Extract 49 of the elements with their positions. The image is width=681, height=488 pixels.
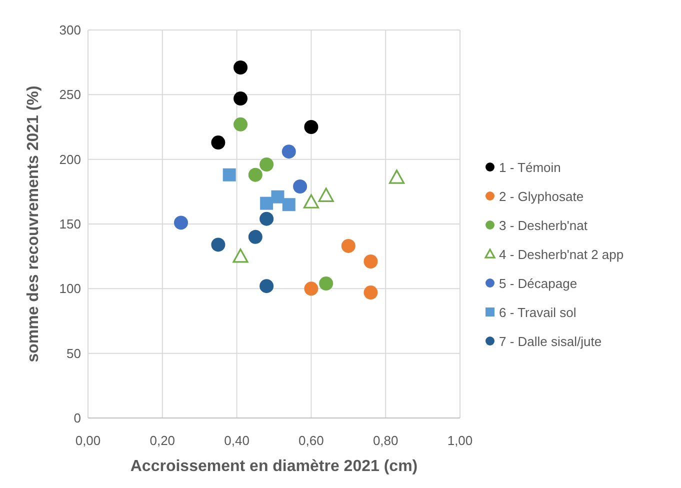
point (388, 170, 405, 184)
point (234, 117, 248, 132)
x-axis-title: Accroissement en diamètre 2021 (cm) (130, 458, 418, 475)
point (211, 136, 226, 150)
point (271, 190, 284, 204)
point (341, 238, 356, 253)
x-tick-label: 0,80 (372, 433, 398, 448)
point (260, 212, 274, 226)
point (232, 248, 248, 263)
point (260, 196, 274, 210)
point (174, 216, 188, 230)
point (234, 60, 248, 75)
x-tick-label: 0,00 (75, 433, 101, 448)
y-axis-title: somme des recouvrements 2021 (%) (25, 86, 42, 362)
legend-label: 2 - Glyphosate (499, 189, 584, 204)
point (364, 254, 378, 269)
point (222, 168, 236, 182)
legend-label: 5 - Décapage (499, 276, 578, 291)
legend-label: 3 - Desherb'nat (499, 218, 588, 233)
y-tick-label: 50 (66, 346, 81, 361)
y-tick-label: 0 (74, 410, 81, 426)
point (364, 286, 378, 300)
x-tick-label: 0,40 (224, 433, 250, 448)
y-tick-label: 150 (59, 216, 81, 232)
point (282, 198, 296, 212)
legend-label: 4 - Desherb'nat 2 app (499, 247, 624, 262)
point (260, 158, 274, 172)
legend-label: 7 - Dalle sisal/jute (499, 334, 602, 349)
y-tick-label: 300 (59, 22, 81, 38)
x-tick-label: 0,20 (150, 433, 176, 448)
point (304, 120, 318, 134)
x-tick-label: 0,60 (298, 433, 324, 448)
point (303, 194, 319, 208)
y-tick-label: 250 (59, 87, 81, 102)
point (282, 144, 296, 159)
point (248, 230, 262, 244)
point (260, 279, 274, 294)
point (318, 188, 334, 202)
point (319, 276, 334, 290)
point (211, 238, 226, 252)
legend-label: 1 - Témoin (499, 160, 561, 175)
y-tick-label: 100 (59, 281, 81, 296)
point (248, 168, 262, 182)
point (304, 282, 318, 296)
legend-label: 6 - Travail sol (499, 305, 576, 320)
point (234, 92, 248, 106)
point (293, 179, 308, 194)
y-tick-label: 200 (59, 152, 81, 167)
x-tick-label: 1,00 (447, 433, 473, 448)
